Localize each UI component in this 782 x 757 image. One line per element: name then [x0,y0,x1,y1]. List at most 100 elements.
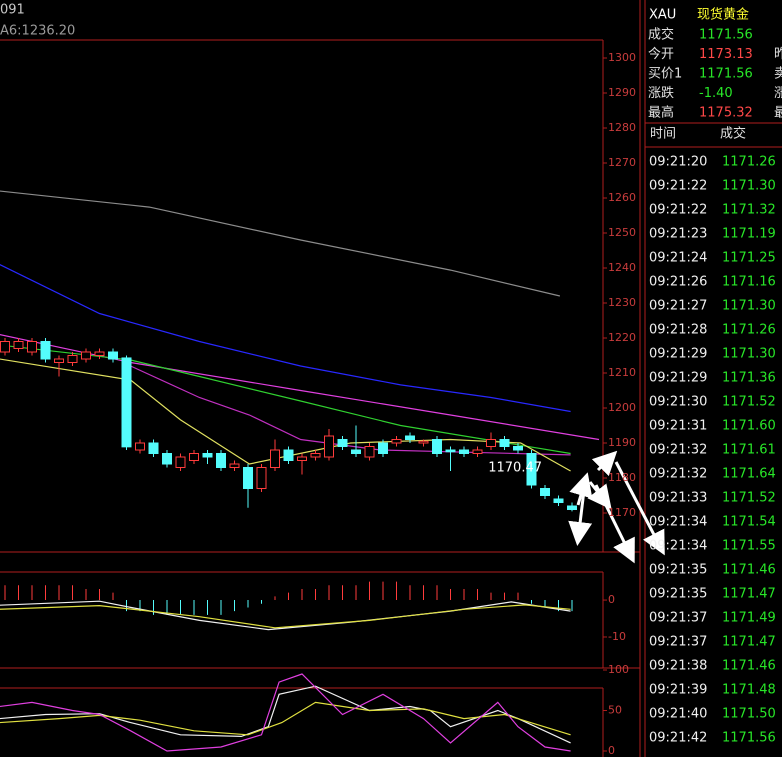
candle-body [81,351,91,360]
quote-value: 1171.56 [699,67,753,82]
trade-price: 1171.54 [722,515,776,530]
candle-body [202,453,213,458]
trade-price: 1171.32 [722,203,776,218]
trade-price: 1171.16 [722,275,776,290]
candle-body [567,505,577,510]
candle-body [175,456,186,468]
trade-price: 1171.52 [722,491,776,506]
candle-body [270,449,280,468]
y-tick-label: 1260 [608,191,636,204]
candle-body [432,439,442,454]
trade-price: 1171.26 [722,155,776,170]
candle-body [162,453,172,465]
y-tick-label: 1170 [608,506,636,519]
trade-price: 1171.48 [722,683,776,698]
candle-body [229,463,240,468]
candle-body [54,358,64,363]
code: 091 [0,3,25,18]
candle-body [364,446,375,458]
moving-average [0,190,561,297]
trade-time: 09:21:40 [649,707,707,722]
trade-time: 09:21:29 [649,347,707,362]
trade-time: 09:21:22 [649,203,707,218]
trade-price: 1171.61 [722,443,776,458]
candle-body [324,435,334,458]
trade-price: 1171.26 [722,323,776,338]
moving-average [130,365,571,456]
trade-price: 1171.36 [722,371,776,386]
trade-time: 09:21:32 [649,443,707,458]
trade-time: 09:21:23 [649,227,707,242]
trade-price: 1171.56 [722,731,776,746]
trade-price: 1171.49 [722,611,776,626]
trade-price: 1171.47 [722,587,776,602]
candle-body [13,341,24,349]
trade-time: 09:21:34 [649,515,707,530]
quote-value: 1173.13 [699,47,753,62]
quote-value: 1171.56 [699,28,753,43]
candle-body [256,467,267,489]
y-tick-label: 1290 [608,86,636,99]
candle-body [445,449,456,453]
ma-label: A6:1236.20 [0,24,75,39]
quote-extra: 涨 [774,86,782,101]
trades-header: 成交 [720,126,746,142]
trade-time: 09:21:35 [649,587,707,602]
quote-value: 1175.32 [699,106,753,121]
moving-average [0,264,571,413]
candle-body [526,453,537,486]
y-tick-label: 1200 [608,401,636,414]
trade-price: 1171.30 [722,347,776,362]
candle-body [540,488,550,496]
y-tick-label: 1280 [608,121,636,134]
candle-body [0,341,10,353]
candle-body [67,355,78,363]
candle-body [243,467,253,489]
candle-body [405,435,415,440]
trade-price: 1171.47 [722,635,776,650]
y-tick-label: 0 [608,593,615,606]
trade-time: 09:21:38 [649,659,707,674]
y-tick-label: 1270 [608,156,636,169]
candle-body [459,449,469,454]
symbol-name: 现货黄金 [697,7,749,23]
y-tick-label: 1230 [608,296,636,309]
trade-price: 1171.52 [722,395,776,410]
quote-label: 涨跌 [648,85,674,101]
trade-time: 09:21:27 [649,299,707,314]
trade-price: 1171.30 [722,299,776,314]
quote-extra: 最 [774,106,782,121]
trades-header: 时间 [650,127,676,142]
trade-price: 1171.30 [722,179,776,194]
trade-time: 09:21:42 [649,731,707,746]
quote-label: 今开 [648,46,674,62]
y-tick-label: 1300 [608,51,636,64]
trade-time: 09:21:24 [649,251,707,266]
trade-price: 1171.46 [722,659,776,674]
candle-body [337,439,348,447]
y-tick-label: 50 [608,704,622,717]
quote-label: 买价1 [648,67,682,82]
candle-body [40,341,51,360]
trade-time: 09:21:35 [649,563,707,578]
trade-price: 1171.55 [722,539,776,554]
y-tick-label: 1190 [608,436,636,449]
candle-body [135,442,145,451]
trade-time: 09:21:39 [649,683,707,698]
low-label: 1170.47 [488,461,542,476]
trade-price: 1171.46 [722,563,776,578]
candle-body [418,440,429,444]
candle-body [472,449,483,454]
candle-body [310,453,321,458]
candle-body [121,357,132,448]
candle-body [108,351,118,360]
quote-extra: 卖 [774,67,782,82]
candle-body [297,456,307,461]
trade-time: 09:21:26 [649,275,707,290]
y-tick-label: 1210 [608,366,636,379]
candle-body [499,439,510,447]
trade-time: 09:21:32 [649,467,707,482]
candle-body [148,442,159,454]
